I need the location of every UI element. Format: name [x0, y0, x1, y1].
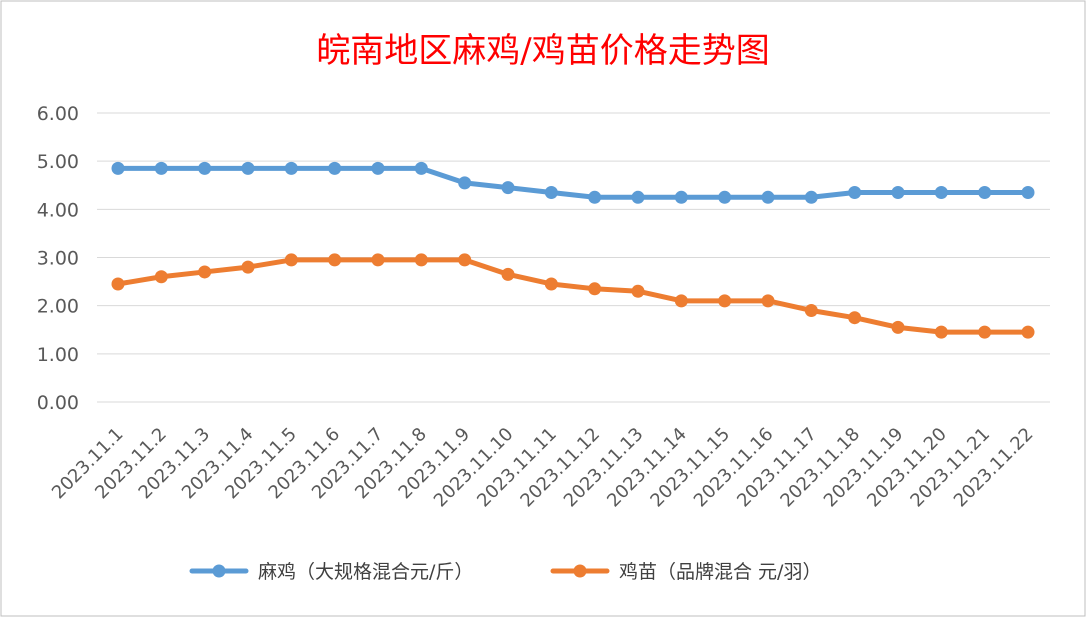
- data-point: [934, 325, 948, 339]
- data-point: [501, 267, 515, 281]
- legend: 麻鸡（大规格混合元/斤） 鸡苗（品牌混合 元/羽）: [189, 561, 821, 583]
- y-tick-label: 4.00: [37, 199, 79, 221]
- data-point: [154, 161, 168, 175]
- data-point: [241, 161, 255, 175]
- legend-marker: [573, 564, 587, 578]
- gridlines: [97, 112, 1050, 403]
- legend-label: 麻鸡（大规格混合元/斤）: [258, 561, 473, 583]
- data-point: [371, 253, 385, 267]
- data-point: [371, 161, 385, 175]
- series-1: [111, 161, 1035, 204]
- legend-marker: [212, 564, 226, 578]
- data-point: [588, 282, 602, 296]
- data-point: [284, 161, 298, 175]
- data-point: [198, 265, 212, 279]
- data-point: [154, 270, 168, 284]
- data-point: [198, 161, 212, 175]
- data-point: [241, 260, 255, 274]
- data-point: [458, 176, 472, 190]
- data-point: [111, 277, 125, 291]
- y-tick-label: 3.00: [37, 248, 79, 270]
- legend-item: 麻鸡（大规格混合元/斤）: [189, 561, 473, 583]
- series-line: [115, 257, 1031, 335]
- data-point: [544, 185, 558, 199]
- data-point: [978, 185, 992, 199]
- y-tick-label: 5.00: [37, 151, 79, 173]
- data-point: [544, 277, 558, 291]
- data-point: [848, 185, 862, 199]
- data-point: [1021, 325, 1035, 339]
- legend-label: 鸡苗（品牌混合 元/羽）: [619, 561, 821, 583]
- y-tick-label: 0.00: [37, 392, 79, 414]
- data-point: [501, 181, 515, 195]
- data-point: [328, 253, 342, 267]
- y-tick-label: 2.00: [37, 296, 79, 318]
- y-axis-ticks: 0.00 1.00 2.00 3.00 4.00 5.00 6.00: [37, 103, 79, 414]
- data-point: [674, 294, 688, 308]
- data-point: [414, 253, 428, 267]
- legend-item: 鸡苗（品牌混合 元/羽）: [550, 561, 821, 583]
- data-point: [631, 190, 645, 204]
- data-point: [111, 161, 125, 175]
- y-tick-label: 1.00: [37, 344, 79, 366]
- data-point: [674, 190, 688, 204]
- data-point: [804, 303, 818, 317]
- data-point: [1021, 185, 1035, 199]
- data-point: [718, 190, 732, 204]
- data-point: [761, 294, 775, 308]
- series-layer: [111, 161, 1035, 339]
- data-point: [891, 185, 905, 199]
- data-point: [891, 320, 905, 334]
- series-line: [115, 165, 1031, 200]
- data-point: [934, 185, 948, 199]
- chart-title: 皖南地区麻鸡/鸡苗价格走势图: [316, 31, 769, 71]
- series-2: [111, 253, 1035, 339]
- data-point: [761, 190, 775, 204]
- data-point: [631, 284, 645, 298]
- data-point: [718, 294, 732, 308]
- y-tick-label: 6.00: [37, 103, 79, 125]
- data-point: [848, 311, 862, 325]
- data-point: [328, 161, 342, 175]
- data-point: [414, 161, 428, 175]
- data-point: [284, 253, 298, 267]
- data-point: [588, 190, 602, 204]
- data-point: [978, 325, 992, 339]
- data-point: [804, 190, 818, 204]
- data-point: [458, 253, 472, 267]
